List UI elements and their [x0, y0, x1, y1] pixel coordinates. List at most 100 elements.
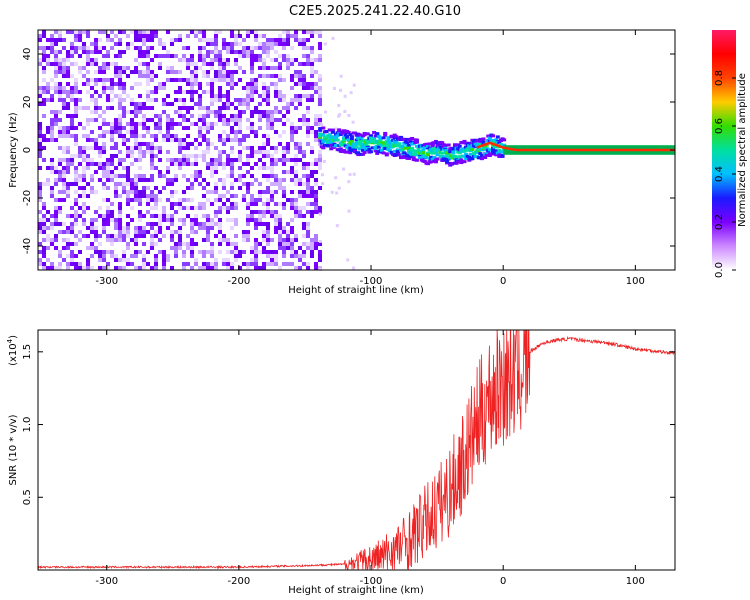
heatmap-cell	[278, 238, 282, 242]
heatmap-cell	[134, 58, 138, 62]
heatmap-cell	[130, 206, 134, 210]
heatmap-cell	[214, 30, 218, 34]
heatmap-cell	[402, 141, 407, 145]
heatmap-cell	[250, 250, 254, 254]
heatmap-cell	[310, 58, 314, 62]
heatmap-cell	[226, 90, 230, 94]
heatmap-cell	[42, 182, 46, 186]
heatmap-cell	[330, 130, 335, 134]
heatmap-cell	[210, 142, 214, 146]
heatmap-cell	[270, 182, 274, 186]
heatmap-cell	[483, 155, 488, 159]
heatmap-cell	[138, 106, 142, 110]
heatmap-cell	[349, 135, 354, 139]
colorbar-gradient	[712, 30, 736, 270]
heatmap-cell	[214, 266, 218, 270]
heatmap-cell	[206, 54, 210, 58]
heatmap-cell	[130, 146, 134, 150]
heatmap-cell	[118, 114, 122, 118]
heatmap-cell	[94, 190, 98, 194]
heatmap-cell	[178, 122, 182, 126]
heatmap-cell	[102, 198, 106, 202]
heatmap-cell	[421, 148, 426, 152]
heatmap-cell	[134, 122, 138, 126]
heatmap-cell	[154, 266, 158, 270]
heatmap-cell	[62, 190, 66, 194]
heatmap-cell	[82, 166, 86, 170]
heatmap-cell	[314, 262, 318, 266]
heatmap-cell	[46, 86, 50, 90]
heatmap-cell	[82, 66, 86, 70]
heatmap-cell	[238, 150, 242, 154]
heatmap-cell	[66, 194, 70, 198]
heatmap-cell	[250, 214, 254, 218]
heatmap-cell	[98, 30, 102, 34]
heatmap-cell	[250, 122, 254, 126]
heatmap-cell	[266, 186, 270, 190]
heatmap-cell	[166, 54, 170, 58]
heatmap-cell	[298, 98, 302, 102]
heatmap-cell	[367, 140, 372, 144]
heatmap-cell	[254, 46, 258, 50]
heatmap-cell	[282, 46, 286, 50]
heatmap-cell	[290, 250, 294, 254]
heatmap-cell	[78, 154, 82, 158]
heatmap-cell	[495, 135, 500, 139]
heatmap-cell	[138, 234, 142, 238]
heatmap-cell	[318, 86, 322, 90]
heatmap-cell	[86, 118, 90, 122]
heatmap-cell	[182, 102, 186, 106]
heatmap-cell	[262, 154, 266, 158]
heatmap-cell	[386, 136, 391, 140]
doppler-trace	[476, 141, 675, 155]
heatmap-cell	[154, 138, 158, 142]
heatmap-cell	[46, 90, 50, 94]
heatmap-cell	[387, 149, 392, 153]
heatmap-cell	[230, 218, 234, 222]
heatmap-cell	[230, 250, 234, 254]
heatmap-cell	[154, 194, 158, 198]
heatmap-cell	[102, 258, 106, 262]
heatmap-cell	[278, 266, 282, 270]
heatmap-cell	[210, 38, 214, 42]
heatmap-cell	[335, 134, 340, 138]
heatmap-cell	[158, 170, 162, 174]
heatmap-cell	[274, 74, 278, 78]
heatmap-cell	[174, 158, 178, 162]
heatmap-cell	[310, 146, 314, 150]
heatmap-cell	[134, 250, 138, 254]
heatmap-cell	[74, 214, 78, 218]
heatmap-cell	[66, 130, 70, 134]
heatmap-cell	[266, 38, 270, 42]
heatmap-cell	[270, 190, 274, 194]
heatmap-cell	[318, 166, 322, 170]
heatmap-cell	[102, 218, 106, 222]
heatmap-cell	[134, 134, 138, 138]
heatmap-cell	[50, 118, 54, 122]
heatmap-cell	[242, 162, 246, 166]
heatmap-cell	[286, 238, 290, 242]
heatmap-cell	[106, 106, 110, 110]
heatmap-cell	[54, 138, 58, 142]
heatmap-cell	[262, 202, 266, 206]
heatmap-cell	[314, 234, 318, 238]
heatmap-cell	[266, 262, 270, 266]
heatmap-cell	[142, 122, 146, 126]
heatmap-cell	[182, 54, 186, 58]
heatmap-cell	[238, 118, 242, 122]
heatmap-cell	[278, 186, 282, 190]
heatmap-cell	[246, 182, 250, 186]
heatmap-cell	[400, 137, 405, 141]
heatmap-cell	[384, 153, 389, 157]
heatmap-cell	[154, 74, 158, 78]
heatmap-cell	[118, 98, 122, 102]
heatmap-cell	[190, 186, 194, 190]
heatmap-cell	[306, 234, 310, 238]
heatmap-cell	[270, 254, 274, 258]
heatmap-cell	[50, 226, 54, 230]
heatmap-cell	[250, 54, 254, 58]
heatmap-cell	[230, 50, 234, 54]
heatmap-cell	[302, 78, 306, 82]
heatmap-cell	[86, 122, 90, 126]
heatmap-cell	[86, 82, 90, 86]
